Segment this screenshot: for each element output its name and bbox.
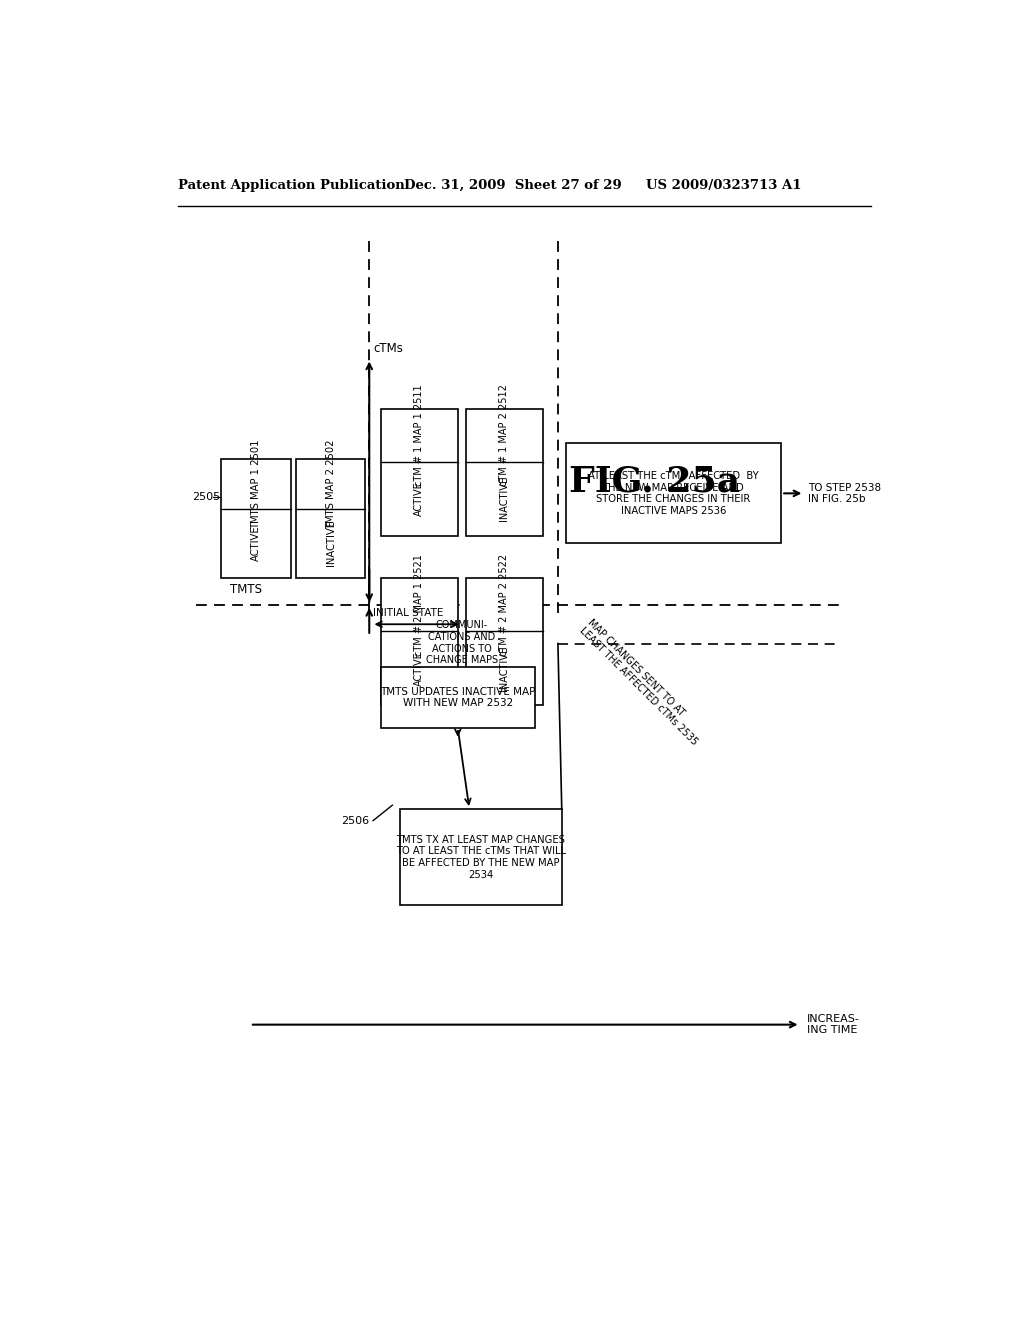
Text: INITIAL STATE: INITIAL STATE [373, 609, 443, 618]
Text: Dec. 31, 2009  Sheet 27 of 29: Dec. 31, 2009 Sheet 27 of 29 [403, 180, 622, 193]
Text: FIG. 25a: FIG. 25a [568, 465, 739, 499]
Text: AT LEAST THE cTMs AFFECTED  BY
THE NEW MAP RECEIVE AND
STORE THE CHANGES IN THEI: AT LEAST THE cTMs AFFECTED BY THE NEW MA… [588, 471, 759, 516]
Bar [565, 444, 781, 544]
Bar [400, 809, 562, 906]
Text: ACTIVE: ACTIVE [415, 651, 424, 685]
Bar [381, 409, 458, 536]
Text: INCREAS-
ING TIME: INCREAS- ING TIME [807, 1014, 859, 1035]
Text: TMTS TX AT LEAST MAP CHANGES
TO AT LEAST THE cTMs THAT WILL
BE AFFECTED BY THE N: TMTS TX AT LEAST MAP CHANGES TO AT LEAST… [396, 834, 566, 879]
Text: cTM # 2 MAP 2 2522: cTM # 2 MAP 2 2522 [499, 553, 509, 656]
Text: TMTS UPDATES INACTIVE MAP
WITH NEW MAP 2532: TMTS UPDATES INACTIVE MAP WITH NEW MAP 2… [380, 686, 536, 709]
Text: ACTIVE: ACTIVE [415, 482, 424, 516]
Text: INACTIVE: INACTIVE [499, 477, 509, 521]
Text: cTM # 1 MAP 1 2511: cTM # 1 MAP 1 2511 [415, 384, 424, 486]
Text: TMTS MAP 2 2502: TMTS MAP 2 2502 [326, 440, 336, 528]
Bar [296, 459, 366, 578]
Bar [466, 409, 543, 536]
Text: INACTIVE: INACTIVE [499, 645, 509, 690]
Text: ACTIVE: ACTIVE [251, 525, 261, 561]
Bar [221, 459, 291, 578]
Bar [381, 667, 535, 729]
Text: COMMUNI-
CATIONS AND
ACTIONS TO
CHANGE MAPS: COMMUNI- CATIONS AND ACTIONS TO CHANGE M… [426, 620, 498, 665]
Text: cTM # 1 MAP 2 2512: cTM # 1 MAP 2 2512 [499, 384, 509, 486]
Text: TMTS: TMTS [230, 582, 262, 595]
Text: INACTIVE: INACTIVE [326, 520, 336, 566]
Text: MAP CHANGES SENT TO AT
LEAST THE AFFECTED cTMs 2535: MAP CHANGES SENT TO AT LEAST THE AFFECTE… [578, 616, 708, 747]
Text: cTMs: cTMs [373, 342, 403, 355]
Text: 2505: 2505 [193, 492, 220, 502]
Bar [381, 578, 458, 705]
Text: Patent Application Publication: Patent Application Publication [178, 180, 406, 193]
Text: cTM # 2 MAP 1 2521: cTM # 2 MAP 1 2521 [415, 554, 424, 656]
Bar [466, 578, 543, 705]
Text: US 2009/0323713 A1: US 2009/0323713 A1 [646, 180, 802, 193]
Text: 2506: 2506 [341, 816, 370, 825]
Text: TMTS MAP 1 2501: TMTS MAP 1 2501 [251, 440, 261, 528]
Text: TO STEP 2538
IN FIG. 25b: TO STEP 2538 IN FIG. 25b [808, 483, 882, 504]
